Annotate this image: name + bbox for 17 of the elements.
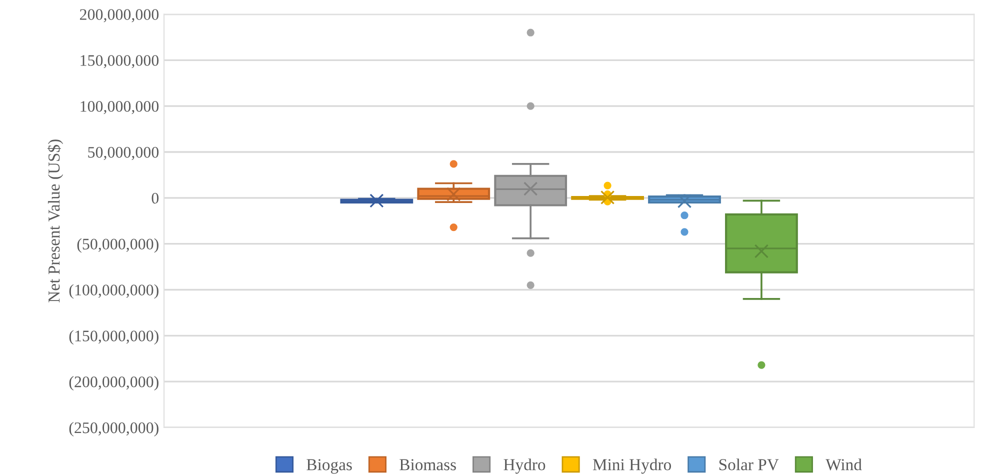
y-tick-label: 200,000,000 <box>80 9 159 22</box>
legend-label: Mini Hydro <box>592 458 671 474</box>
y-tick-label: (100,000,000) <box>69 284 158 299</box>
legend-label: Wind <box>826 458 862 470</box>
y-tick-label: (200,000,000) <box>69 376 158 391</box>
legend-label: Biogas <box>306 459 352 474</box>
y-tick-label: 50,000,000 <box>88 146 159 160</box>
y-tick-label: (50,000,000) <box>77 238 158 253</box>
y-tick-label: 100,000,000 <box>80 101 159 114</box>
y-tick-label: (250,000,000) <box>69 422 158 436</box>
y-tick-label: (150,000,000) <box>69 330 158 345</box>
legend-label: Biomass <box>400 459 456 470</box>
legend-label: Solar PV <box>719 458 779 470</box>
y-axis-title: Net Present Value (US$) <box>47 140 64 302</box>
y-tick-label: 150,000,000 <box>80 55 159 68</box>
y-tick-label: 0 <box>152 192 159 204</box>
legend-label: Hydro <box>504 458 546 474</box>
